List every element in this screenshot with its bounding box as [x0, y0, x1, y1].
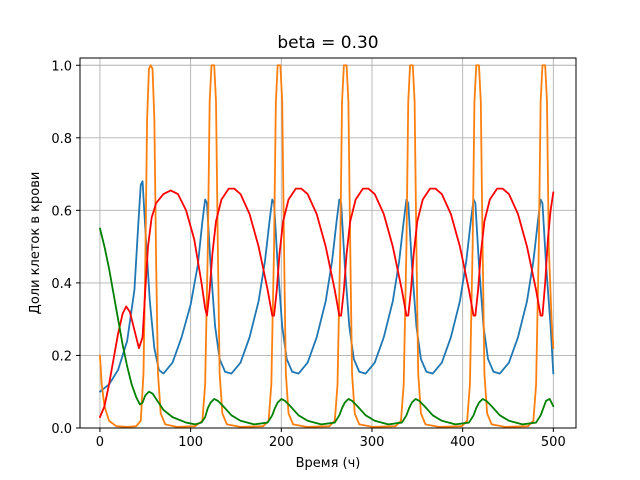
chart-title: beta = 0.30: [277, 33, 378, 53]
x-tick-label: 100: [178, 435, 203, 450]
y-tick-label: 1.0: [51, 59, 72, 74]
axis-ticks: 0 100 200 300 400 500 0.0 0.2 0.4 0.6 0.8 1.0: [51, 59, 565, 450]
x-tick-label: 400: [450, 435, 475, 450]
x-tick-label: 0: [96, 435, 104, 450]
y-tick-label: 0.4: [51, 277, 72, 292]
series-line-2: [99, 64, 555, 428]
y-tick-label: 0.0: [51, 422, 72, 437]
x-tick-label: 500: [541, 435, 566, 450]
plot-frame: [79, 57, 577, 429]
series-line-4: [99, 227, 555, 426]
series-line-3: [99, 187, 555, 419]
y-tick-label: 0.8: [51, 132, 72, 147]
series-line-1: [99, 180, 555, 393]
series-group: [99, 64, 555, 428]
x-tick-label: 300: [360, 435, 385, 450]
y-tick-label: 0.6: [51, 204, 72, 219]
y-axis-label: Доли клеток в крови: [28, 172, 43, 315]
x-axis-label: Время (ч): [296, 456, 361, 471]
y-tick-label: 0.2: [51, 349, 72, 364]
x-tick-label: 200: [269, 435, 294, 450]
